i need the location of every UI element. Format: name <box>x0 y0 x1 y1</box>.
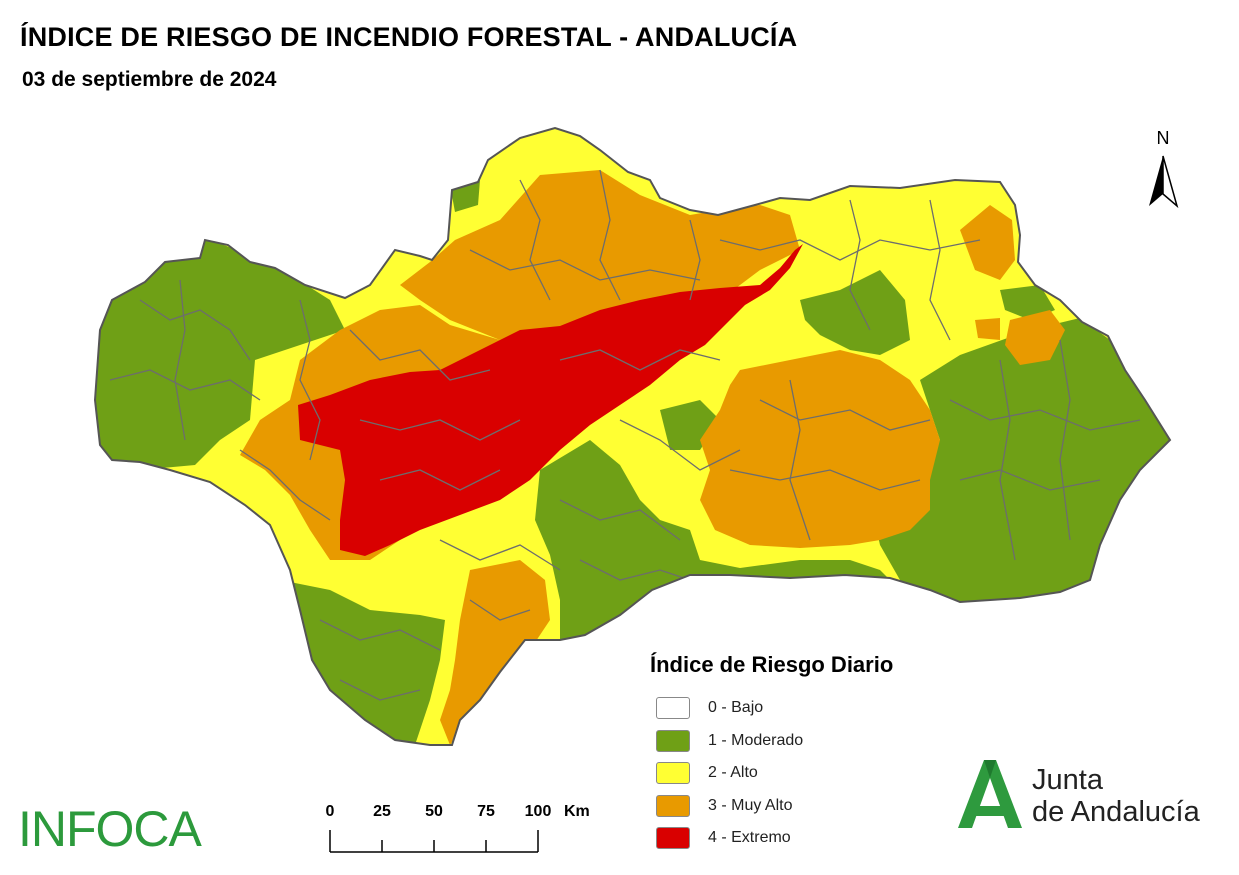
scale-tick-75: 75 <box>477 803 495 820</box>
scale-tick-100: 100 <box>524 803 552 820</box>
andalucia-outline <box>93 126 1172 746</box>
legend-swatch-extremo <box>656 827 690 850</box>
scale-tick-0: 0 <box>325 803 335 820</box>
legend-label: 4 - Extremo <box>708 829 791 847</box>
legend-item-alto: 2 - Alto <box>650 757 950 790</box>
legend-label: 3 - Muy Alto <box>708 796 793 814</box>
scale-bar: 0 25 50 75 100 Km <box>320 800 590 860</box>
north-arrow: N <box>1143 128 1183 212</box>
north-arrow-icon <box>1149 155 1179 209</box>
municipal-boundaries <box>109 169 1141 701</box>
legend-title: Índice de Riesgo Diario <box>650 652 894 677</box>
risk-zones <box>95 128 1170 745</box>
legend-label: 1 - Moderado <box>708 731 804 749</box>
legend: Índice de Riesgo Diario 0 - Bajo 1 - Mod… <box>650 652 950 855</box>
legend-swatch-moderado <box>656 729 690 752</box>
zone-muyalto-east <box>960 205 1015 280</box>
legend-label: 0 - Bajo <box>708 699 764 717</box>
junta-andalucia-logo: Junta de Andalucía <box>950 758 1220 830</box>
junta-logo-text: Junta de Andalucía <box>1032 764 1200 828</box>
legend-item-bajo: 0 - Bajo <box>650 692 950 725</box>
zone-moderado-jaen <box>800 270 910 355</box>
north-label: N <box>1156 128 1170 148</box>
junta-logo-icon <box>958 760 1022 828</box>
legend-item-muy-alto: 3 - Muy Alto <box>650 790 950 823</box>
legend-swatch-muy-alto <box>656 794 690 817</box>
legend-item-extremo: 4 - Extremo <box>650 822 950 855</box>
zone-muyalto-malaga <box>440 560 550 745</box>
scale-tick-25: 25 <box>373 803 391 820</box>
junta-line2: de Andalucía <box>1032 796 1200 828</box>
legend-swatch-alto <box>656 762 690 785</box>
map-date: 03 de septiembre de 2024 <box>22 68 277 91</box>
map-title: ÍNDICE DE RIESGO DE INCENDIO FORESTAL - … <box>20 22 798 52</box>
zone-moderado-huelva <box>95 240 345 470</box>
zone-extremo-guadalquivir <box>298 244 803 556</box>
zone-muyalto-granada <box>700 350 940 548</box>
scale-unit: Km <box>564 803 590 820</box>
legend-label: 2 - Alto <box>708 764 758 782</box>
zone-moderado-sierra-nevada <box>535 440 900 645</box>
junta-line1: Junta <box>1032 764 1103 796</box>
scale-tick-50: 50 <box>425 803 443 820</box>
legend-swatch-bajo <box>656 697 690 720</box>
legend-item-moderado: 1 - Moderado <box>650 725 950 758</box>
infoca-logo: INFOCA <box>18 801 202 857</box>
scale-bar-graphic <box>329 830 539 853</box>
